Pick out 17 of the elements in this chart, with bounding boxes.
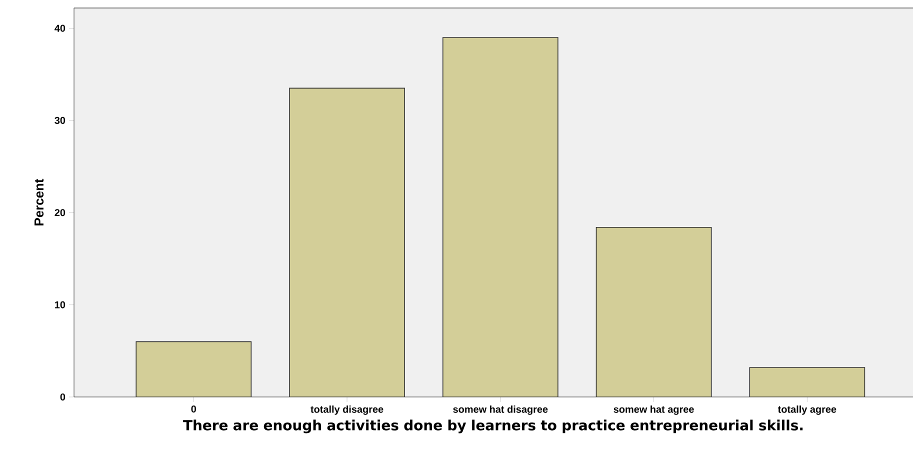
y-tick-label: 0 bbox=[60, 393, 66, 401]
x-tick-label: totally disagree bbox=[310, 406, 384, 415]
bar bbox=[596, 226, 712, 397]
x-tick-label: 0 bbox=[191, 406, 196, 413]
x-axis-title: There are enough activities done by learners to practice entrepreneurial skills. bbox=[183, 420, 803, 434]
x-tick-label: totally agree bbox=[778, 406, 836, 415]
bar bbox=[136, 341, 252, 397]
y-tick-label: 10 bbox=[55, 301, 66, 308]
bar bbox=[289, 88, 405, 397]
y-tick-label: 40 bbox=[54, 24, 66, 32]
bar bbox=[442, 37, 558, 397]
y-axis-title: Percent bbox=[34, 178, 44, 226]
bar bbox=[749, 367, 866, 397]
y-tick-label: 20 bbox=[54, 209, 66, 216]
y-tick-label: 30 bbox=[54, 116, 66, 124]
x-tick-label: somew hat disagree bbox=[453, 406, 548, 415]
x-tick-label: somew hat agree bbox=[614, 406, 694, 415]
